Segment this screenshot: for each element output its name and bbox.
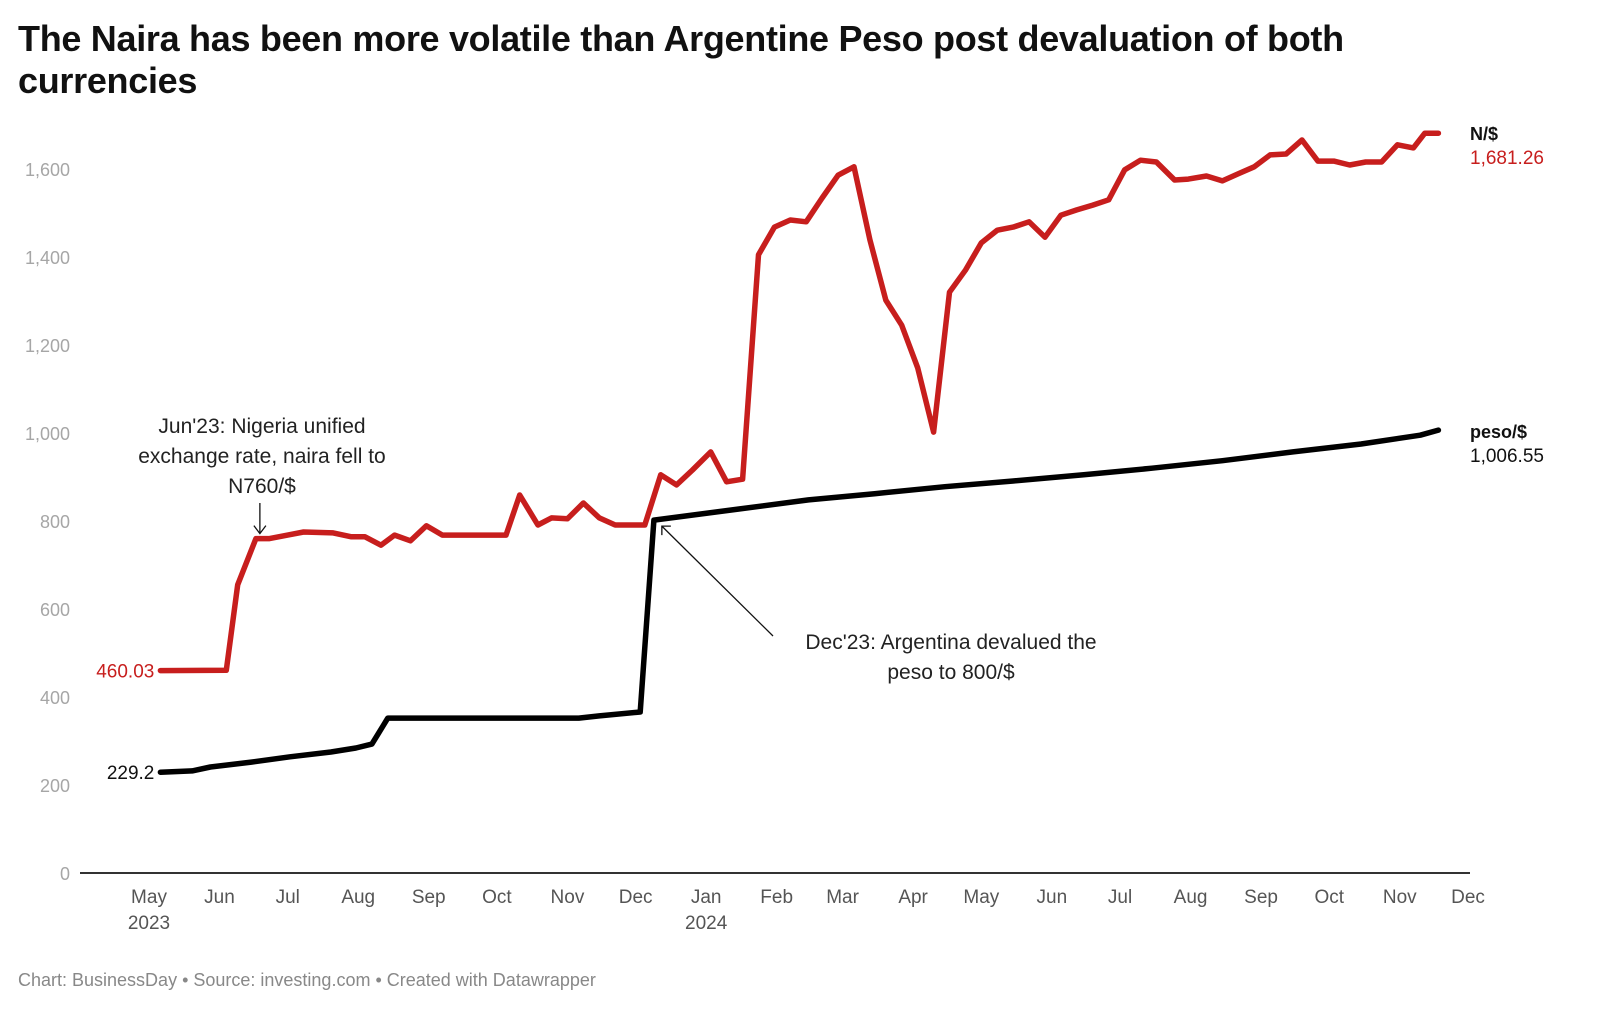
series-labels: 460.03 229.2 N/$ 1,681.26 peso/$ 1,006.55 [96, 124, 1544, 784]
x-tick-label: Dec [619, 887, 653, 908]
y-tick-label: 1,000 [25, 424, 70, 444]
naira-start-label: 460.03 [96, 662, 154, 683]
y-tick-label: 600 [40, 600, 70, 620]
x-tick-year-label: 2023 [128, 913, 170, 934]
annotation-jun23-text: N760/$ [228, 475, 296, 498]
chart-title: The Naira has been more volatile than Ar… [18, 18, 1344, 101]
naira-end-label: 1,681.26 [1470, 148, 1544, 169]
y-tick-label: 200 [40, 776, 70, 796]
x-tick-label: Aug [1174, 887, 1208, 908]
x-tick-label: Jan [691, 887, 722, 908]
x-tick-label: Oct [1314, 887, 1344, 908]
y-tick-label: 0 [60, 864, 70, 884]
x-tick-label: Aug [341, 887, 375, 908]
x-axis: May 2023 Jun Jul Aug Sep Oct Nov Dec Jan 2024 Feb Ma… [80, 872, 1485, 934]
annotation-dec23-arrowhead [661, 525, 671, 536]
x-tick-label: Jul [276, 887, 300, 908]
y-tick-label: 1,200 [25, 336, 70, 356]
peso-series-name: peso/$ [1470, 422, 1527, 442]
y-tick-label: 1,400 [25, 248, 70, 268]
x-tick-label: Dec [1451, 887, 1485, 908]
peso-start-label: 229.2 [107, 763, 155, 784]
annotation-dec23-text: peso to 800/$ [887, 661, 1015, 684]
naira-series-name: N/$ [1470, 124, 1498, 144]
y-tick-label: 800 [40, 512, 70, 532]
x-tick-label: May [963, 887, 999, 908]
x-tick-label: Nov [1383, 887, 1417, 908]
chart-footer: Chart: BusinessDay • Source: investing.c… [18, 970, 596, 990]
x-tick-label: Sep [412, 887, 446, 908]
x-tick-label: Feb [760, 887, 793, 908]
x-tick-label: Sep [1244, 887, 1278, 908]
x-tick-label: Oct [482, 887, 512, 908]
annotation-jun23-text: exchange rate, naira fell to [138, 445, 386, 468]
x-tick-label: Jun [204, 887, 235, 908]
annotation-dec23-arrow [661, 525, 774, 637]
x-tick-label: May [131, 887, 167, 908]
annotation-jun23-arrowhead [253, 525, 267, 535]
naira-series-line [157, 130, 1442, 674]
x-tick-label: Apr [898, 887, 928, 908]
annotation-dec23-text: Dec'23: Argentina devalued the [805, 631, 1096, 654]
x-tick-year-label: 2024 [685, 913, 728, 934]
y-tick-label: 1,600 [25, 160, 70, 180]
peso-end-label: 1,006.55 [1470, 446, 1544, 467]
x-tick-label: Jun [1037, 887, 1068, 908]
x-tick-label: Jul [1108, 887, 1132, 908]
annotation-jun23-text: Jun'23: Nigeria unified [158, 415, 365, 438]
y-tick-label: 400 [40, 688, 70, 708]
annotations: Jun'23: Nigeria unified exchange rate, na… [138, 415, 1096, 684]
peso-series-line [157, 427, 1442, 775]
y-axis: 0 200 400 600 800 1,000 1,200 1,400 1,600 [25, 160, 70, 884]
series-group [157, 130, 1442, 775]
x-tick-label: Nov [551, 887, 585, 908]
x-tick-label: Mar [826, 887, 859, 908]
